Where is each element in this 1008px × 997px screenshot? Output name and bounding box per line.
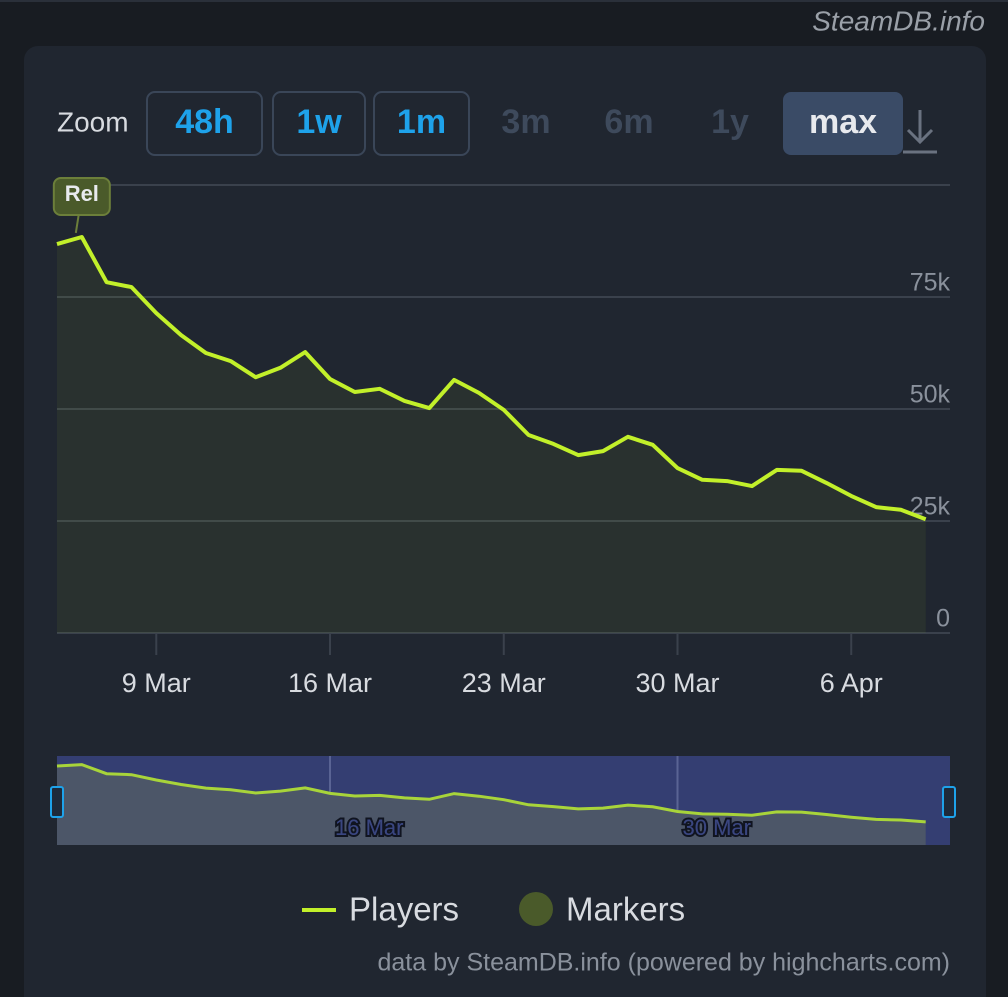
button-label: 1y [711,103,749,141]
navigator-label: 30 Mar [683,815,751,840]
button-label: 3m [501,103,550,141]
series-area [57,237,926,633]
x-tick-label: 9 Mar [122,668,191,698]
flag-stem [74,213,80,234]
legend-marker [519,892,553,926]
zoom-button[interactable]: 1w [272,91,366,156]
legend-label[interactable]: Players [349,891,459,928]
button-bg [373,91,470,156]
navigator-label: 16 Mar [335,815,403,840]
download-icon[interactable] [903,110,937,154]
zoom-button[interactable]: 1m [373,91,470,156]
y-tick-label: 50k [910,381,951,409]
button-bg [272,91,366,156]
credits: data by SteamDB.info (powered by highcha… [378,949,951,977]
zoom-button: 3m [501,103,550,141]
legend-label[interactable]: Markers [566,891,685,928]
zoom-button: 1y [711,103,749,141]
navigator-area [57,764,926,845]
zoom-button: 6m [604,103,653,141]
zoom-label: Zoom [57,106,129,137]
flag-label: Rel [65,181,99,206]
navigator-handle[interactable] [50,786,64,818]
x-tick-label: 30 Mar [635,668,719,698]
watermark: SteamDB.info [812,5,985,36]
navigator-line [56,763,926,824]
y-tick-label: 0 [936,605,950,633]
navigator-label: 16 Mar [335,815,403,840]
icon-stroke [906,128,934,145]
x-tick-label: 16 Mar [288,668,372,698]
x-tick-label: 23 Mar [462,668,546,698]
flag [52,177,111,216]
zoom-button[interactable]: 48h [146,91,263,156]
x-tick-label: 6 Apr [820,668,883,698]
button-bg [783,92,903,155]
button-bg [146,91,263,156]
zoom-button[interactable]: max [783,92,903,155]
button-label: 1w [296,103,342,141]
button-label: 6m [604,103,653,141]
series-line [56,235,927,522]
zoom-buttons: 48h 1w 1m 3m 6m 1y max [146,91,903,156]
navigator-label: 30 Mar [683,815,751,840]
button-label: 1m [397,103,446,141]
button-label: max [809,103,877,141]
button-label: 48h [175,103,234,141]
y-tick-label: 75k [910,269,951,297]
navigator-handle[interactable] [942,786,956,818]
